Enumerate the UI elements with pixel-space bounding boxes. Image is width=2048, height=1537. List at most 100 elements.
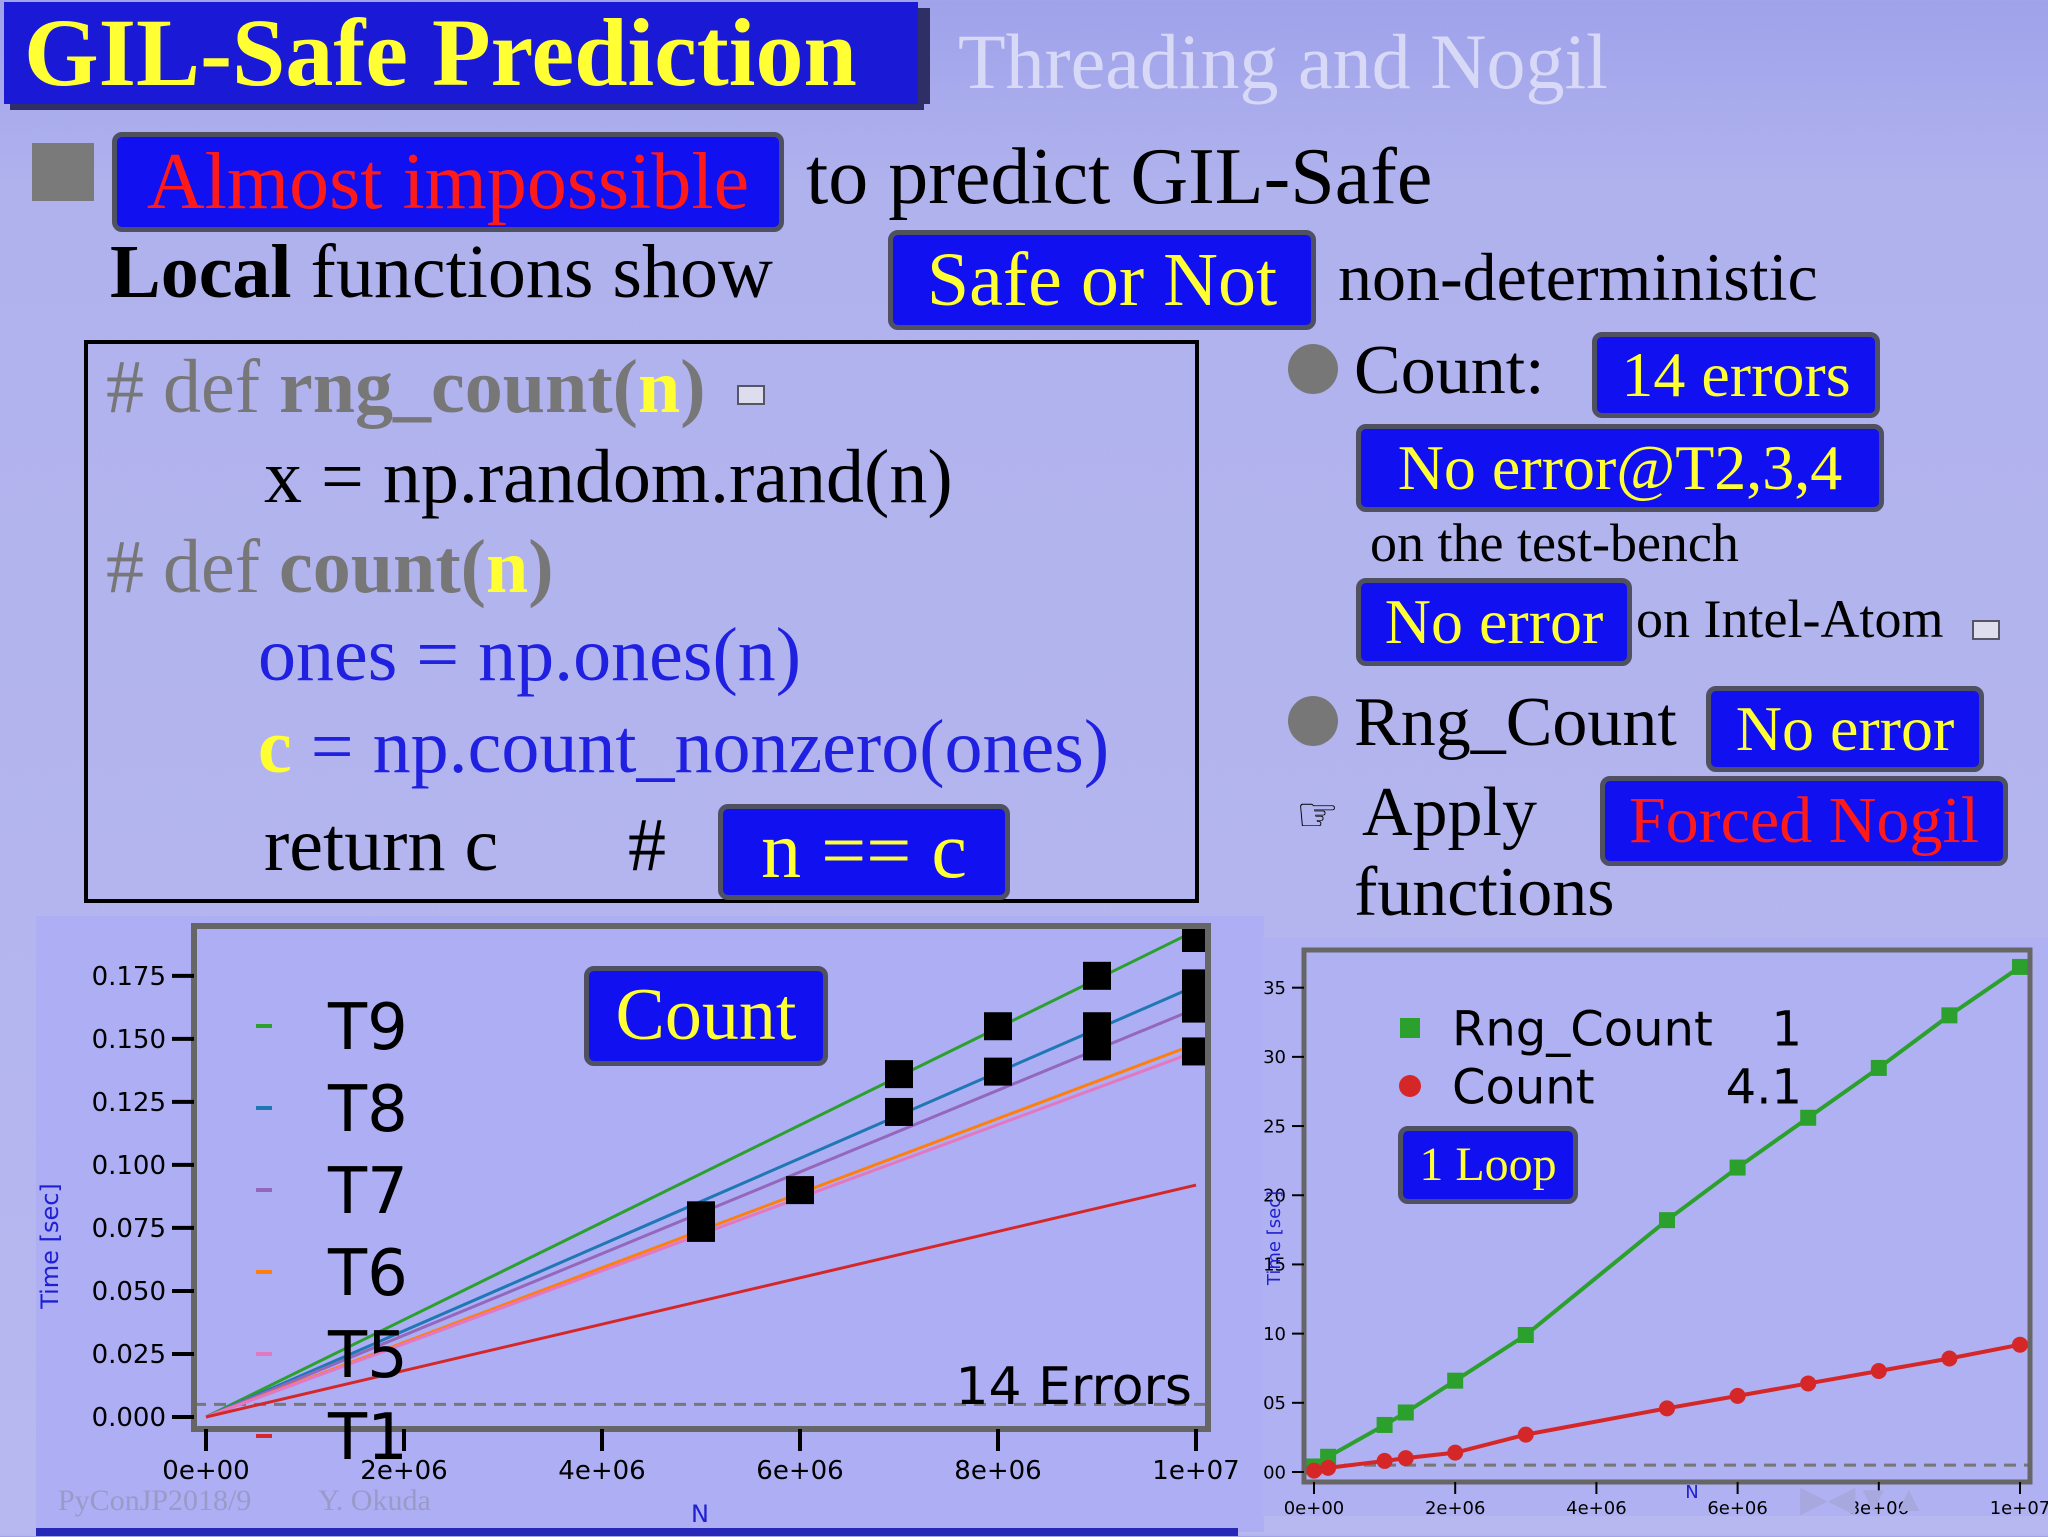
y-tick-label: 0.30 (1262, 1047, 1286, 1068)
legend-ratio-rng_count: 1 (1771, 1001, 1802, 1057)
legend-label-count: Count (1452, 1059, 1595, 1115)
x-tick-label: 4e+06 (1566, 1498, 1627, 1516)
error-marker (885, 1060, 913, 1089)
data-point-count (1729, 1387, 1746, 1404)
error-marker (1083, 961, 1111, 990)
y-tick-label: 0.05 (1262, 1393, 1286, 1414)
x-tick-label: 2e+06 (360, 1456, 447, 1486)
pointing-hand-icon: ☞ (1296, 789, 1340, 842)
y-tick-label: 0.100 (92, 1151, 166, 1181)
footer-bar (36, 1528, 1238, 1536)
data-point-rng_count (1870, 1059, 1887, 1076)
y-tick-label: 0.00 (1262, 1462, 1286, 1483)
forced-nogil-badge: Forced Nogil (1600, 776, 2008, 866)
x-tick-label: 1e+07 (1990, 1498, 2048, 1516)
x-tick-label: 1e+07 (1152, 1456, 1239, 1486)
code-arg: n (485, 525, 529, 609)
error-marker (687, 1213, 715, 1242)
rng-count-label: Rng_Count (1354, 684, 1677, 761)
errors-annotation: 14 Errors (955, 1357, 1192, 1417)
data-point-rng_count (1941, 1007, 1958, 1024)
code-func-name: count( (279, 525, 486, 609)
code-line-def-count: # def count(n) (106, 524, 554, 610)
headline-text: to predict GIL-Safe (806, 133, 1433, 221)
legend-marker-rng_count (1400, 1018, 1420, 1038)
safe-or-not-text: Safe or Not (926, 238, 1278, 322)
one-loop-text: 1 Loop (1419, 1138, 1557, 1191)
rng-no-error-text: No error (1735, 693, 1955, 764)
footer-event: PyConJP2018/9 (58, 1484, 252, 1517)
no-error-t234-text: No error@T2,3,4 (1397, 432, 1843, 503)
count-label: Count: (1354, 332, 1545, 409)
no-error-badge: No error (1356, 578, 1632, 666)
bullet-circle-icon (1288, 696, 1338, 746)
functions-text: functions (1354, 854, 1615, 931)
almost-impossible-text: Almost impossible (146, 138, 750, 226)
code-line-rand: x = np.random.rand(n) (264, 435, 953, 519)
data-point-count (1397, 1450, 1414, 1467)
y-tick-label: 0.175 (92, 962, 166, 992)
error-marker (984, 1057, 1012, 1086)
data-point-rng_count (1320, 1448, 1337, 1465)
code-paren: ) (528, 525, 554, 609)
data-point-count (1941, 1350, 1958, 1367)
local-word: Local (110, 230, 292, 314)
legend-label-t7: T7 (327, 1155, 408, 1229)
next-icon[interactable]: ▶ (1800, 1479, 1828, 1519)
down-icon[interactable]: ▼ (1855, 1479, 1892, 1519)
y-tick-label: 0.25 (1262, 1116, 1286, 1137)
x-axis-label: N (691, 1500, 709, 1528)
y-tick-label: 0.150 (92, 1025, 166, 1055)
legend-label-t9: T9 (327, 991, 408, 1065)
code-hash: # (628, 803, 666, 887)
up-icon[interactable]: ▲ (1891, 1479, 1927, 1519)
series-line-count (1313, 1342, 2021, 1473)
fourteen-errors-badge: 14 errors (1592, 332, 1880, 418)
count-chart-panel: 0e+00 2e+06 4e+06 6e+06 8e+06 1e+07 0.000 0.025… (36, 916, 1264, 1532)
legend-label-t6: T6 (327, 1237, 408, 1311)
edit-note-icon (736, 384, 765, 405)
data-point-rng_count (2012, 958, 2028, 975)
prev-icon[interactable]: ◀ (1827, 1479, 1856, 1519)
footer-author: Y. Okuda (318, 1484, 431, 1517)
loop-chart: 0e+00 2e+06 4e+06 6e+06 8e+06 1e+07 0.00 0.05 0.… (1246, 947, 2048, 1519)
nav-arrows[interactable]: ▶◀▼▲ (1800, 1478, 1927, 1520)
data-point-rng_count (1800, 1109, 1817, 1126)
data-point-rng_count (1397, 1404, 1414, 1421)
count-chart: 0e+00 2e+06 4e+06 6e+06 8e+06 1e+07 0.000 0.025… (36, 923, 1240, 1528)
local-functions-line: Local functions show (110, 226, 773, 318)
count-badge-text: Count (615, 974, 797, 1056)
loop-chart-panel: 0e+00 2e+06 4e+06 6e+06 8e+06 1e+07 0.00 0.05 0.… (1246, 938, 2048, 1519)
x-tick-label: 6e+06 (756, 1456, 843, 1486)
y-axis-label: Time [sec] (36, 1183, 64, 1310)
section-title: Threading and Nogil (958, 18, 1608, 105)
n-equals-c-badge: n == c (718, 804, 1010, 900)
y-tick-label: 0.35 (1262, 978, 1286, 999)
series-line-t1 (205, 1183, 1197, 1419)
safe-or-not-badge: Safe or Not (888, 230, 1316, 330)
y-tick-label: 0.075 (92, 1214, 166, 1244)
fourteen-errors-text: 14 errors (1621, 339, 1851, 410)
functions-show-text: functions show (310, 230, 773, 314)
y-tick-label: 0.10 (1262, 1324, 1286, 1345)
x-tick-label: 8e+06 (1849, 1498, 1910, 1516)
data-point-rng_count (1517, 1327, 1534, 1344)
apply-text: Apply (1362, 774, 1537, 851)
count-badge: Count (584, 966, 828, 1066)
no-error-t234-badge: No error@T2,3,4 (1356, 424, 1884, 512)
non-deterministic-text: non-deterministic (1338, 239, 1818, 315)
legend-label-t5: T5 (327, 1319, 408, 1393)
error-marker (984, 1012, 1012, 1041)
code-comment-prefix: # def (106, 345, 280, 429)
data-point-count (1320, 1459, 1337, 1476)
data-point-rng_count (1447, 1372, 1464, 1389)
code-comment-prefix: # def (106, 525, 280, 609)
code-line-count-nonzero: c = np.count_nonzero(ones) (258, 704, 1109, 790)
data-point-rng_count (1376, 1416, 1393, 1433)
no-error-text: No error (1384, 586, 1604, 657)
bullet-circle-icon (1288, 344, 1338, 394)
x-axis-label: N (1685, 1482, 1698, 1503)
data-point-rng_count (1729, 1159, 1746, 1176)
data-point-count (1800, 1375, 1817, 1392)
code-func-name: rng_count( (279, 345, 638, 429)
